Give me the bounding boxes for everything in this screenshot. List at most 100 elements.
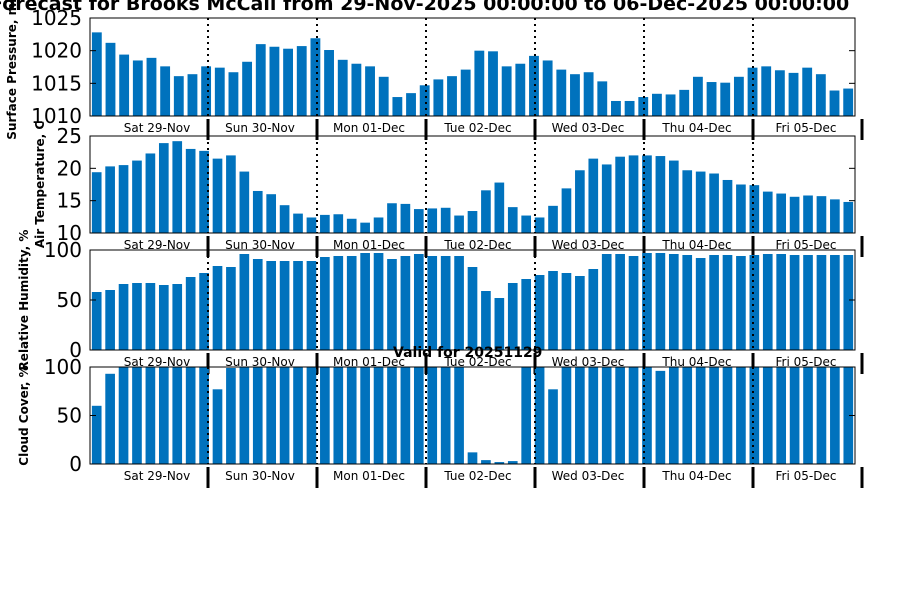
bar xyxy=(615,367,625,464)
bar xyxy=(400,203,411,233)
y-axis-label: Relative Humidity, % xyxy=(17,230,31,371)
bar xyxy=(360,367,370,464)
x-tick-label: Tue 02-Dec xyxy=(443,238,511,252)
bar xyxy=(333,367,344,464)
bar xyxy=(624,100,635,116)
bar xyxy=(239,254,250,350)
panel-2: 10 15 20 25 Sat 29-Nov Sun 30-Nov Mon 01-Dec Tu… xyxy=(33,121,864,257)
bar xyxy=(575,276,585,350)
y-tick-label: 100 xyxy=(44,355,82,379)
x-tick-label: Thu 04-Dec xyxy=(661,238,731,252)
bar xyxy=(788,72,799,116)
bar xyxy=(628,367,639,464)
bar xyxy=(695,367,706,464)
bar xyxy=(655,253,666,350)
y-tick-label: 50 xyxy=(57,404,82,428)
bar xyxy=(145,283,156,350)
y-tick-label: 0 xyxy=(69,452,82,476)
y-axis-label: Air Temperature, C xyxy=(33,121,47,249)
bar xyxy=(521,279,532,350)
bar xyxy=(467,211,478,233)
x-tick-label: Sat 29-Nov xyxy=(124,121,191,135)
bar xyxy=(293,367,303,464)
bar xyxy=(682,255,693,350)
bar xyxy=(419,85,430,116)
bar xyxy=(789,367,800,464)
bar xyxy=(373,367,384,464)
bar xyxy=(346,218,357,233)
bar xyxy=(413,209,424,233)
bar xyxy=(570,74,580,116)
bar xyxy=(132,367,142,464)
bar xyxy=(132,60,143,116)
bar xyxy=(534,367,545,464)
bar xyxy=(749,255,760,350)
bar xyxy=(776,193,787,233)
panel-4: 0 50 100 Sat 29-Nov Sun 30-Nov Mon 01-Dec Tue … xyxy=(17,355,864,488)
bar xyxy=(816,255,827,350)
bar xyxy=(481,190,491,233)
x-tick-label: Tue 02-Dec xyxy=(443,355,511,369)
bar xyxy=(776,254,787,350)
bar xyxy=(843,367,854,464)
bar xyxy=(158,367,169,464)
bar xyxy=(427,367,438,464)
panel-1: 1010 1015 1020 1025 Sat 29-Nov Sun 30-Nov Mon … xyxy=(5,0,864,140)
bar xyxy=(320,257,330,350)
bar xyxy=(706,82,717,116)
bar xyxy=(668,160,679,233)
bar xyxy=(736,256,746,350)
bar xyxy=(279,261,290,350)
x-tick-label: Sat 29-Nov xyxy=(124,355,191,369)
bar xyxy=(333,256,344,350)
bar xyxy=(242,61,253,116)
bar xyxy=(105,166,115,233)
bar xyxy=(228,72,239,116)
bar xyxy=(601,164,612,233)
bar xyxy=(172,367,183,464)
bar xyxy=(351,63,362,116)
bar xyxy=(296,46,307,117)
bar xyxy=(226,367,236,464)
bar xyxy=(642,253,652,350)
bar xyxy=(360,222,370,233)
bar xyxy=(373,217,384,233)
bar xyxy=(293,213,303,233)
x-tick-label: Mon 01-Dec xyxy=(333,469,405,483)
bar xyxy=(440,256,451,350)
bar xyxy=(132,283,142,350)
bar xyxy=(665,94,676,116)
bar xyxy=(749,185,760,233)
bar xyxy=(762,254,773,350)
bar xyxy=(447,76,457,116)
bar xyxy=(440,207,451,233)
bar xyxy=(481,291,491,350)
bar xyxy=(682,367,693,464)
bar xyxy=(474,50,485,116)
bar xyxy=(733,76,744,116)
bar xyxy=(185,148,196,233)
x-tick-label: Mon 01-Dec xyxy=(333,355,405,369)
bar xyxy=(454,256,464,350)
bar xyxy=(722,179,733,233)
x-tick-label: Sat 29-Nov xyxy=(124,469,191,483)
bar xyxy=(212,158,223,233)
bar xyxy=(682,170,693,233)
bar xyxy=(427,208,438,233)
bar xyxy=(306,261,317,350)
bar xyxy=(467,267,478,350)
x-tick-label: Mon 01-Dec xyxy=(333,121,405,135)
bar xyxy=(668,367,679,464)
bar xyxy=(413,254,424,350)
y-tick-label: 15 xyxy=(57,189,82,213)
bar xyxy=(507,283,518,350)
bar xyxy=(534,275,545,350)
bar xyxy=(494,298,505,350)
bar xyxy=(460,69,471,116)
bar xyxy=(843,255,854,350)
bar xyxy=(306,367,317,464)
y-tick-label: 20 xyxy=(57,156,82,180)
bar xyxy=(829,90,840,116)
axes-frame xyxy=(89,17,856,117)
bar xyxy=(132,160,142,233)
